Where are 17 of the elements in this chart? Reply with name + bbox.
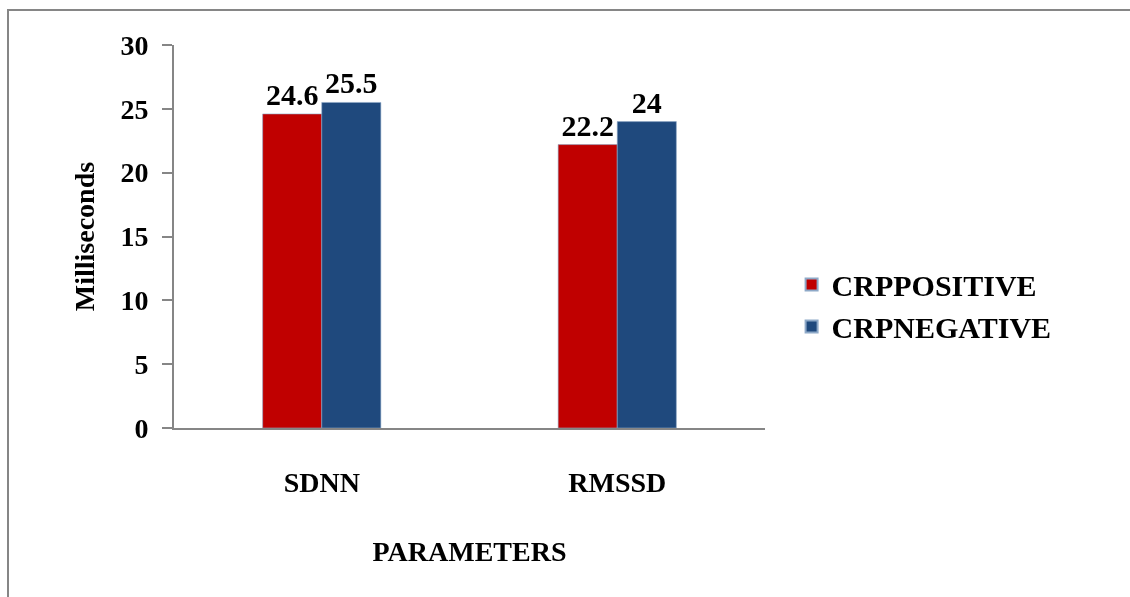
y-tick-label: 25 bbox=[120, 93, 149, 125]
data-label: 24.6 bbox=[265, 77, 319, 111]
x-axis-title: PARAMETERS bbox=[372, 536, 567, 568]
y-tick-label: 0 bbox=[134, 412, 149, 444]
x-tick-label: SDNN bbox=[283, 466, 360, 498]
legend-label: CRPNEGATIVE bbox=[831, 311, 1052, 345]
data-label: 22.2 bbox=[561, 108, 614, 142]
y-tick-label: 5 bbox=[134, 348, 149, 380]
y-tick-label: 15 bbox=[120, 221, 149, 253]
data-label: 25.5 bbox=[325, 66, 378, 100]
legend-label: CRPPOSITIVE bbox=[831, 269, 1037, 303]
y-axis-title: Milliseconds bbox=[68, 161, 100, 312]
y-tick-label: 30 bbox=[120, 29, 149, 61]
y-tick-label: 20 bbox=[120, 157, 149, 189]
data-label: 24 bbox=[631, 85, 662, 119]
y-tick-label: 10 bbox=[120, 285, 149, 317]
x-tick-label: RMSSD bbox=[568, 466, 667, 498]
